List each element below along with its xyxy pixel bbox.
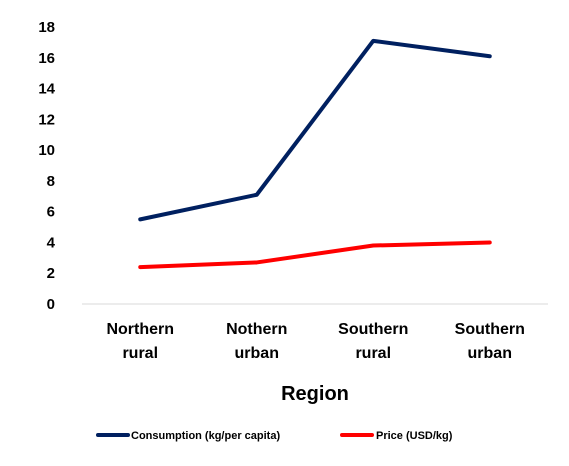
x-category-label: Nothern urban <box>226 321 287 362</box>
y-tick-label: 4 <box>47 234 56 251</box>
y-tick-label: 12 <box>38 111 55 128</box>
x-category-label-line: urban <box>468 345 512 362</box>
y-tick-label: 10 <box>38 142 55 159</box>
x-axis-title: Region <box>281 383 349 405</box>
legend-label: Price (USD/kg) <box>376 430 453 442</box>
series-lines <box>138 38 492 270</box>
y-tick-label: 0 <box>47 296 55 313</box>
x-category-label-line: Southern <box>338 321 408 338</box>
x-category-label-line: urban <box>235 345 279 362</box>
x-category-label: Southern rural <box>338 321 408 362</box>
series-line-0 <box>138 38 492 222</box>
y-axis-ticks: 0 2 4 6 8 10 12 14 16 18 <box>38 19 55 313</box>
x-category-label-line: rural <box>355 345 391 362</box>
y-tick-label: 18 <box>38 19 55 36</box>
y-tick-label: 6 <box>47 204 55 221</box>
series-line-1 <box>138 240 492 270</box>
legend-label: Consumption (kg/per capita) <box>131 430 280 442</box>
y-tick-label: 14 <box>38 81 55 98</box>
y-tick-label: 2 <box>47 265 55 282</box>
x-category-label-line: rural <box>122 345 158 362</box>
legend: Consumption (kg/per capita) Price (USD/kg… <box>96 430 453 442</box>
y-tick-label: 8 <box>47 173 55 190</box>
x-category-label-line: Nothern <box>226 321 287 338</box>
x-category-label: Northern rural <box>106 321 174 362</box>
y-tick-label: 16 <box>38 50 55 67</box>
x-category-label: Southern urban <box>455 321 525 362</box>
x-category-label-line: Northern <box>106 321 174 338</box>
x-category-label-line: Southern <box>455 321 525 338</box>
